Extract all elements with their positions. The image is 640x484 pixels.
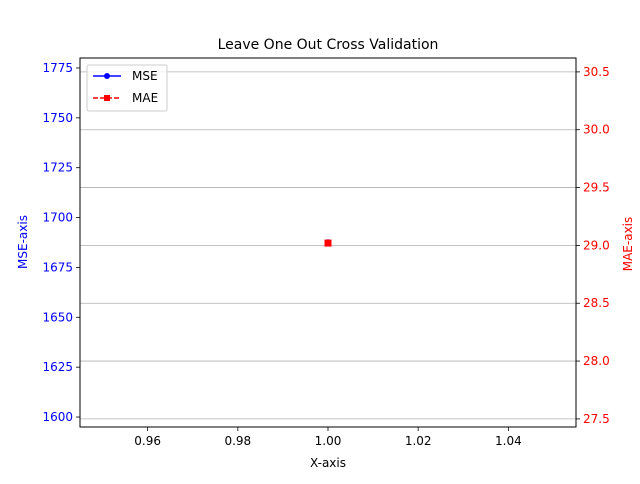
x-tick-label-1: 0.98	[224, 434, 251, 448]
right-tick-label-4: 29.5	[583, 181, 610, 195]
left-tick-label-2: 1650	[42, 310, 73, 324]
left-tick-label-1: 1625	[42, 360, 73, 374]
legend-mae-marker	[104, 95, 110, 101]
legend-mae-label: MAE	[132, 91, 158, 105]
left-axis-ticks: 1600 1625 1650 1675 1700 1725 1750 1775	[42, 61, 80, 424]
x-tick-label-0: 0.96	[134, 434, 161, 448]
legend-mse-marker	[104, 73, 110, 79]
right-axis-ticks: 27.5 28.0 28.5 29.0 29.5 30.0 30.5	[576, 65, 610, 426]
right-tick-label-0: 27.5	[583, 412, 610, 426]
legend: MSE MAE	[86, 64, 168, 112]
data-marks	[324, 239, 332, 247]
x-tick-label-4: 1.04	[495, 434, 522, 448]
left-tick-label-7: 1775	[42, 61, 73, 75]
chart-title: Leave One Out Cross Validation	[218, 37, 439, 53]
legend-mse-label: MSE	[132, 69, 158, 83]
x-axis-title: X-axis	[310, 456, 346, 470]
x-axis-ticks: 0.96 0.98 1.00 1.02 1.04	[134, 427, 522, 448]
left-tick-label-5: 1725	[42, 161, 73, 175]
left-tick-label-0: 1600	[42, 410, 73, 424]
right-tick-label-1: 28.0	[583, 354, 610, 368]
point-mae-0	[324, 239, 332, 247]
right-tick-label-3: 29.0	[583, 238, 610, 252]
left-tick-label-6: 1750	[42, 111, 73, 125]
right-tick-label-5: 30.0	[583, 123, 610, 137]
right-tick-label-6: 30.5	[583, 65, 610, 79]
x-tick-label-2: 1.00	[315, 434, 342, 448]
right-axis-title: MAE-axis	[621, 217, 635, 272]
left-axis-title: MSE-axis	[16, 215, 30, 269]
right-tick-label-2: 28.5	[583, 296, 610, 310]
left-tick-label-4: 1700	[42, 211, 73, 225]
x-tick-label-3: 1.02	[405, 434, 432, 448]
left-tick-label-3: 1675	[42, 260, 73, 274]
